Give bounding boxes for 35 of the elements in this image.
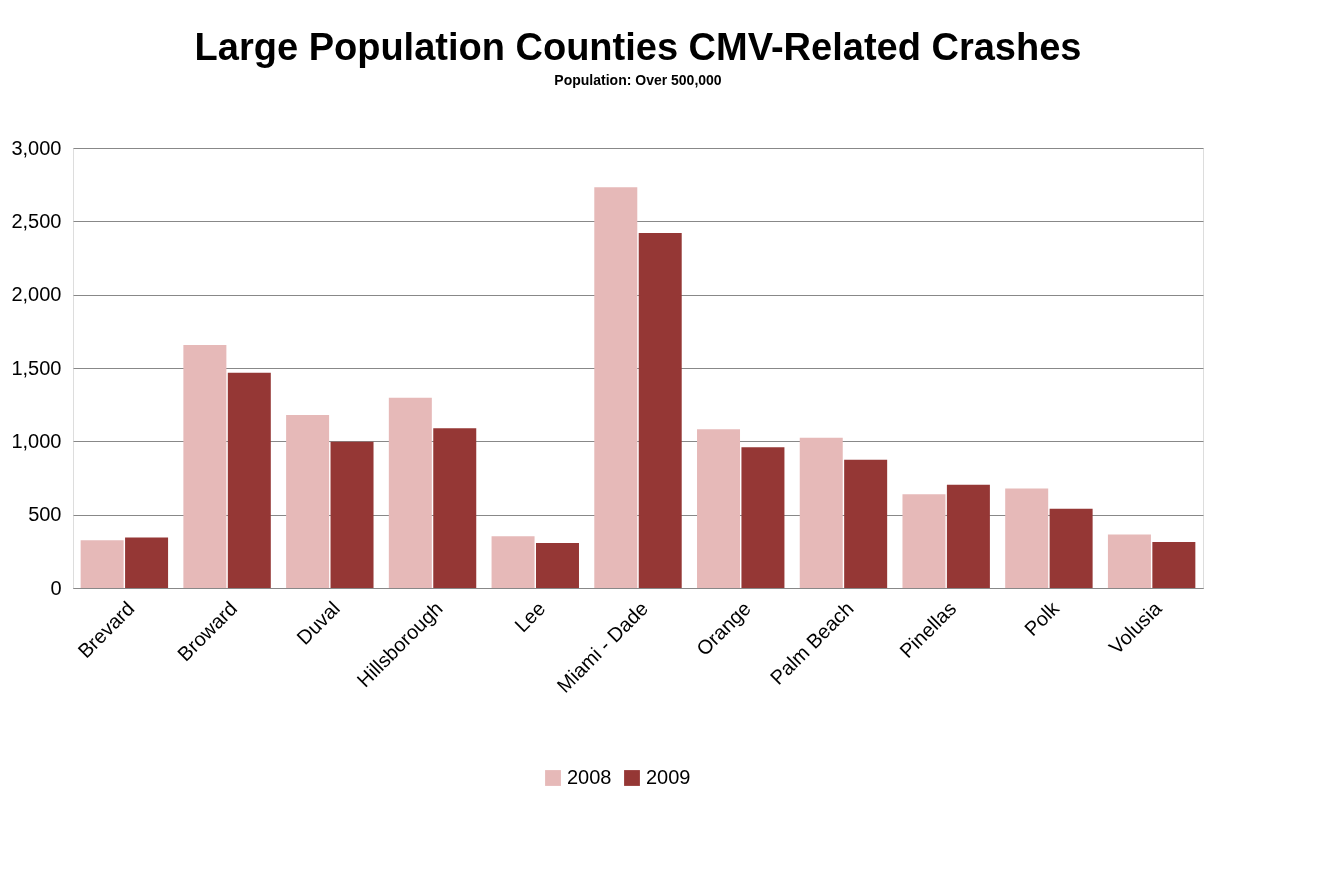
y-tick-label: 1,500 — [11, 356, 62, 379]
bar — [388, 397, 432, 588]
chart-subtitle: Population: Over 500,000 — [554, 72, 722, 88]
bar — [1107, 534, 1151, 588]
bar — [227, 372, 271, 588]
bar — [433, 428, 477, 588]
bar — [638, 233, 682, 588]
bar — [125, 537, 169, 588]
x-tick-label: Lee — [510, 597, 550, 637]
bar — [330, 441, 374, 588]
y-tick-label: 0 — [50, 576, 62, 599]
bar — [844, 459, 888, 588]
chart-title: Large Population Counties CMV-Related Crashes — [194, 26, 1082, 68]
bar — [741, 447, 785, 588]
bar — [697, 429, 741, 588]
y-tick-label: 500 — [28, 503, 62, 526]
bar — [286, 414, 330, 588]
y-tick-label: 3,000 — [11, 136, 62, 159]
legend-label: 2008 — [567, 766, 612, 788]
bar — [183, 344, 227, 588]
bar — [491, 536, 535, 588]
legend-label: 2009 — [646, 766, 691, 788]
bar — [1049, 508, 1093, 588]
y-tick-label: 2,500 — [11, 209, 62, 232]
y-tick-label: 1,000 — [11, 429, 62, 452]
bar — [799, 437, 843, 588]
bar — [535, 542, 579, 588]
y-tick-label: 2,000 — [11, 283, 62, 306]
bar — [946, 484, 990, 588]
bar — [594, 187, 638, 588]
bar — [1152, 542, 1196, 588]
x-tick-label: Polk — [1019, 596, 1064, 641]
bar — [80, 540, 124, 588]
bar — [1005, 488, 1049, 588]
bar — [902, 494, 946, 588]
